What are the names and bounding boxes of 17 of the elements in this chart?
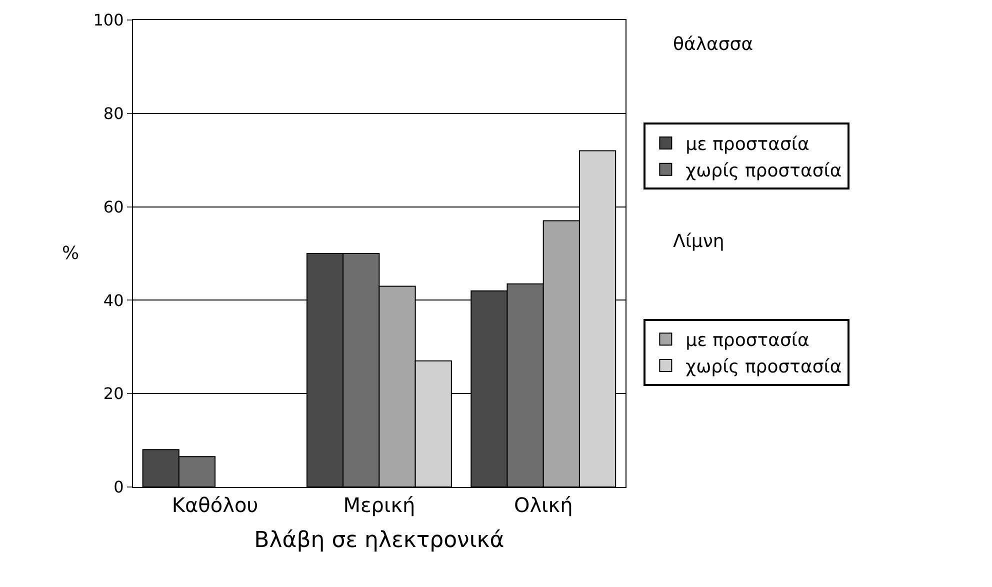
x-axis-title: Βλάβη σε ηλεκτρονικά (254, 528, 504, 553)
x-tick-label: Ολική (514, 493, 573, 517)
y-axis-title: % (62, 243, 80, 264)
text: Λίμνη (673, 231, 724, 252)
x-tick-label: Καθόλου (172, 493, 258, 517)
y-tick-label: 40 (103, 290, 124, 310)
text: θάλασσα (673, 34, 754, 55)
y-tick-label: 0 (114, 478, 124, 497)
y-tick-label: 80 (103, 104, 124, 123)
y-tick-label: 60 (103, 197, 124, 216)
x-tick-label: Μερική (343, 493, 416, 517)
y-tick-label: 20 (103, 384, 124, 404)
y-tick-label: 100 (93, 10, 124, 30)
legend-label: με προστασία (686, 134, 810, 155)
legend-label: με προστασία (686, 330, 810, 352)
legend-label: χωρίς προστασία (686, 160, 842, 182)
legend-label: χωρίς προστασία (686, 356, 842, 378)
